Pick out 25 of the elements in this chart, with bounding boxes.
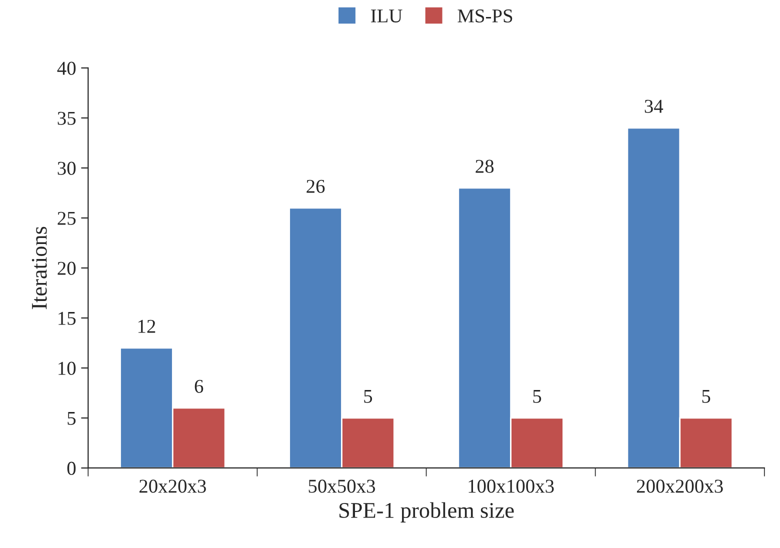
y-tick-label: 25: [58, 212, 76, 225]
y-axis-title: Iterations: [32, 226, 47, 310]
data-label: 26: [306, 180, 325, 193]
data-label: 5: [533, 390, 542, 403]
data-label: 6: [194, 380, 204, 393]
y-tick-label: 35: [58, 112, 76, 125]
x-tick-label: 50x50x3: [308, 480, 376, 493]
legend-label: ILU: [371, 10, 402, 22]
y-tick-label: 10: [58, 362, 76, 375]
y-tick-label: 40: [57, 62, 76, 75]
legend-label: MS-PS: [458, 9, 512, 22]
data-label: 34: [644, 100, 664, 113]
data-label: 12: [138, 320, 156, 333]
data-label: 28: [476, 160, 494, 173]
y-tick-label: 0: [67, 462, 76, 475]
y-tick-label: 15: [58, 312, 76, 325]
x-axis-title: SPE-1 problem size: [339, 502, 514, 522]
x-tick-label: 20x20x3: [140, 480, 206, 493]
data-label: 5: [364, 390, 372, 403]
y-tick-label: 30: [58, 162, 76, 175]
y-tick-label: 5: [68, 412, 76, 425]
x-tick-label: 100x100x3: [468, 480, 554, 493]
y-tick-label: 20: [58, 262, 76, 275]
x-tick-label: 200x200x3: [636, 480, 723, 493]
data-label: 5: [702, 390, 710, 403]
